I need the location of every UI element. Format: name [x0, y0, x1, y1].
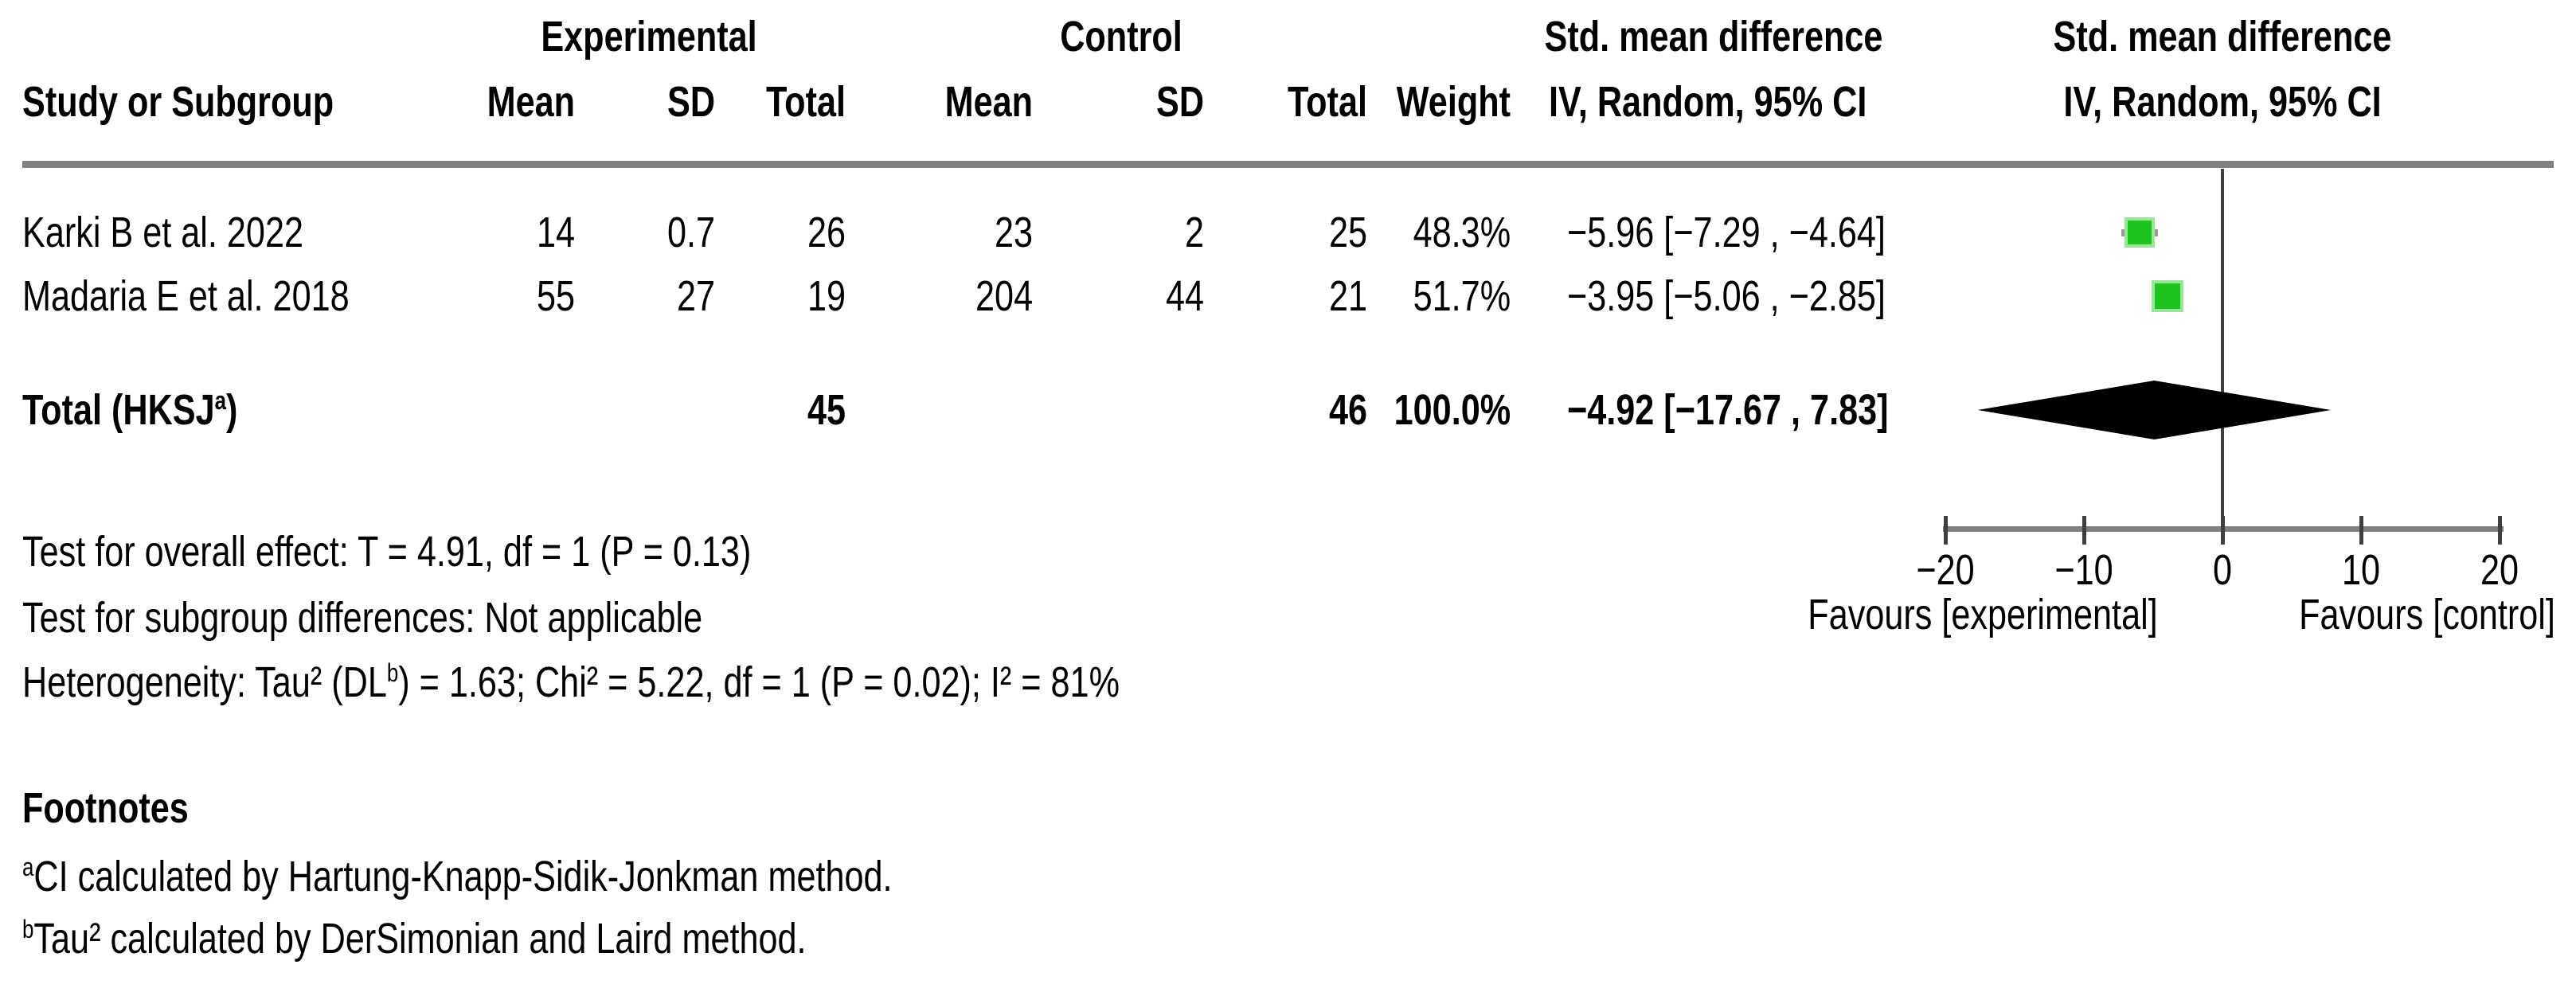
group-header-smd-plot: Std. mean difference — [2053, 13, 2392, 61]
study-ci-text: −5.96 [−7.29 , −4.64] — [1567, 209, 1886, 256]
study-exp-sd: 0.7 — [666, 209, 715, 256]
study-weight: 48.3% — [1413, 209, 1511, 256]
group-header-smd-text: Std. mean difference — [1544, 13, 1883, 61]
heterogeneity-stats: Heterogeneity: Tau² (DLb) = 1.63; Chi² =… — [22, 658, 1120, 706]
favours-control-label: Favours [control] — [2299, 591, 2555, 638]
header-divider-rule — [22, 161, 2554, 168]
total-ctl-total: 46 — [1328, 386, 1367, 434]
x-axis-tick — [2498, 516, 2502, 545]
x-axis-tick — [2359, 516, 2363, 545]
total-exp-total: 45 — [807, 386, 846, 434]
x-axis-tick-label: 10 — [2341, 546, 2381, 594]
total-weight: 100.0% — [1394, 386, 1511, 434]
favours-experimental-label: Favours [experimental] — [1808, 591, 2158, 638]
footnote-b: bTau² calculated by DerSimonian and Lair… — [22, 915, 807, 963]
study-ctl-mean: 23 — [994, 209, 1033, 256]
study-effect-marker — [2125, 217, 2156, 248]
column-header-exp-mean: Mean — [487, 78, 575, 126]
overall-effect-test: Test for overall effect: T = 4.91, df = … — [22, 528, 752, 576]
column-header-weight: Weight — [1396, 78, 1511, 126]
x-axis-tick-label: 20 — [2480, 546, 2519, 594]
x-axis-tick — [2082, 516, 2086, 545]
study-exp-total: 19 — [807, 272, 846, 320]
footnote-a: aCI calculated by Hartung-Knapp-Sidik-Jo… — [22, 853, 893, 900]
x-axis-tick-label: −10 — [2054, 546, 2113, 594]
footnotes-heading: Footnotes — [22, 784, 189, 832]
x-axis-tick — [1944, 516, 1948, 545]
study-label: Karki B et al. 2022 — [22, 209, 304, 256]
study-ctl-total: 21 — [1328, 272, 1367, 320]
x-axis-tick-label: 0 — [2212, 546, 2233, 594]
column-header-iv-text: IV, Random, 95% CI — [1549, 78, 1867, 126]
group-header-experimental: Experimental — [541, 13, 757, 61]
study-ci-text: −3.95 [−5.06 , −2.85] — [1567, 272, 1886, 320]
x-axis-tick — [2221, 516, 2225, 545]
study-exp-mean: 55 — [536, 272, 575, 320]
group-header-control: Control — [1060, 13, 1182, 61]
study-ctl-total: 25 — [1328, 209, 1367, 256]
column-header-iv-plot: IV, Random, 95% CI — [2063, 78, 2382, 126]
column-header-ctl-sd: SD — [1155, 78, 1204, 126]
column-header-exp-sd: SD — [666, 78, 715, 126]
total-footnote-marker: a — [214, 386, 227, 415]
study-label: Madaria E et al. 2018 — [22, 272, 350, 320]
study-exp-mean: 14 — [536, 209, 575, 256]
study-exp-total: 26 — [807, 209, 846, 256]
study-weight: 51.7% — [1413, 272, 1511, 320]
study-effect-marker — [2152, 280, 2184, 312]
study-ctl-sd: 44 — [1165, 272, 1204, 320]
study-exp-sd: 27 — [676, 272, 715, 320]
column-header-ctl-total: Total — [1288, 78, 1367, 126]
subgroup-differences-test: Test for subgroup differences: Not appli… — [22, 594, 703, 642]
zero-reference-line — [2221, 169, 2224, 526]
x-axis-tick-label: −20 — [1916, 546, 1975, 594]
heterogeneity-footnote-marker: b — [386, 658, 399, 687]
pooled-effect-diamond — [1977, 381, 2332, 439]
total-ci-text: −4.92 [−17.67 , 7.83] — [1567, 386, 1889, 434]
column-header-exp-total: Total — [766, 78, 846, 126]
study-ctl-mean: 204 — [975, 272, 1033, 320]
total-label: Total (HKSJa) — [22, 386, 238, 434]
study-ctl-sd: 2 — [1184, 209, 1204, 256]
column-header-study: Study or Subgroup — [22, 78, 334, 126]
column-header-ctl-mean: Mean — [944, 78, 1033, 126]
